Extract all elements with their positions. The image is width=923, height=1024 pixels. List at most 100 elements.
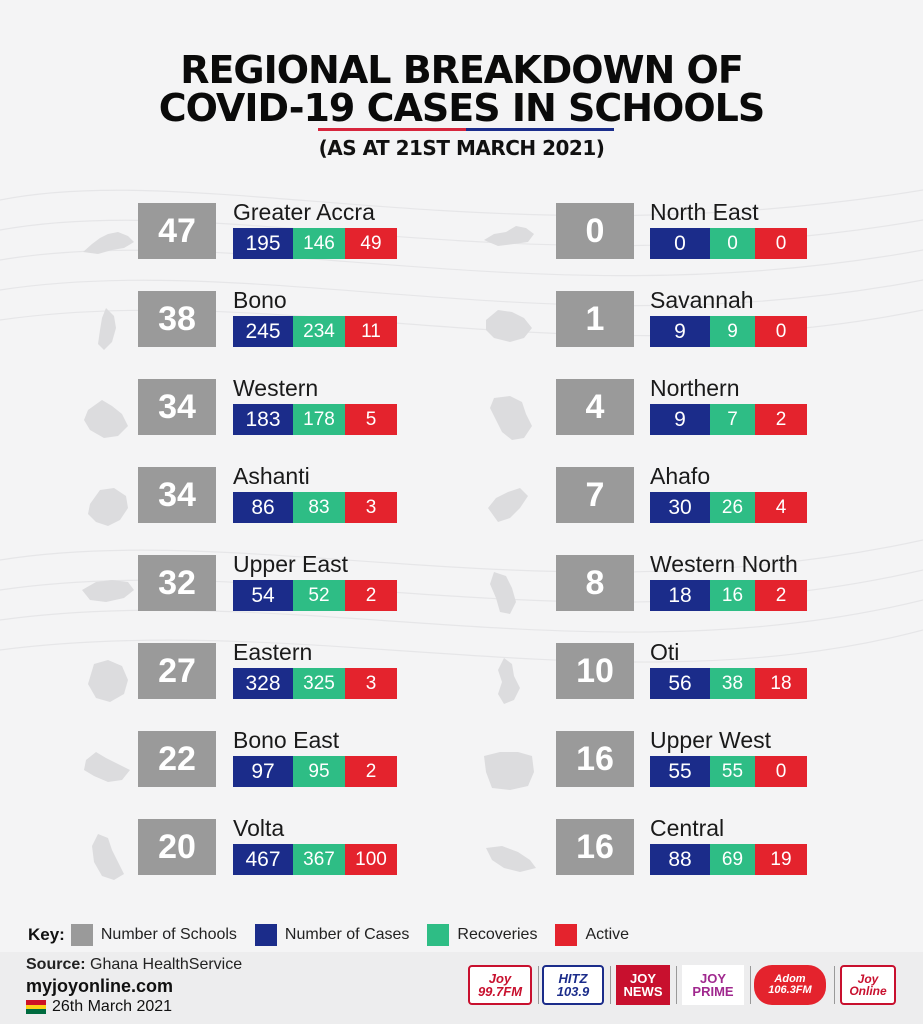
logo-joy-online-text: Joy Online [849,972,887,998]
logo-separator [750,966,751,1004]
cases-value: 18 [650,580,710,611]
region-name: Northern [650,375,740,401]
active-value: 0 [755,756,807,787]
page-subtitle: (AS AT 21ST MARCH 2021) [318,136,605,160]
schools-count: 22 [138,731,216,787]
source-value: Ghana HealthService [90,956,243,973]
active-value: 2 [345,756,397,787]
schools-count: 38 [138,291,216,347]
region-map-icon [83,232,134,254]
source-line: Source: Ghana HealthService [26,956,242,974]
region-stats: 88 69 19 [650,844,807,875]
recoveries-value: 26 [710,492,755,523]
region-name: Upper West [650,727,772,753]
recoveries-value: 325 [293,668,345,699]
recoveries-value: 69 [710,844,755,875]
region-name: Eastern [233,639,313,665]
region-stats: 54 52 2 [233,580,397,611]
region-stats: 467 367 100 [233,844,397,875]
active-value: 2 [755,404,807,435]
region-name: Volta [233,815,285,841]
active-value: 49 [345,228,397,259]
recoveries-value: 178 [293,404,345,435]
schools-count: 10 [556,643,634,699]
cases-value: 9 [650,404,710,435]
schools-count: 47 [138,203,216,259]
region-map-icon [498,658,520,704]
region-stats: 18 16 2 [650,580,807,611]
legend-text-active: Active [585,926,630,943]
active-value: 0 [755,316,807,347]
cases-value: 56 [650,668,710,699]
logo-joy-online: Joy Online [840,965,896,1005]
active-value: 3 [345,492,397,523]
schools-count: 27 [138,643,216,699]
legend-swatch-recoveries [427,924,450,946]
schools-count: 20 [138,819,216,875]
region-name: Central [650,815,725,841]
region-stats: 183 178 5 [233,404,397,435]
active-value: 2 [755,580,807,611]
schools-count: 8 [556,555,634,611]
active-value: 19 [755,844,807,875]
cases-value: 30 [650,492,710,523]
region-map-icon [92,834,124,880]
logo-adom-fm-text: Adom 106.3FM [768,973,812,996]
cases-value: 195 [233,228,293,259]
recoveries-value: 38 [710,668,755,699]
region-stats: 86 83 3 [233,492,397,523]
logo-joy-fm: Joy 99.7FM [468,965,532,1005]
active-value: 11 [345,316,397,347]
region-stats: 55 55 0 [650,756,807,787]
region-stats: 195 146 49 [233,228,397,259]
title-underline-red [318,128,466,131]
schools-count: 16 [556,731,634,787]
logo-hitz: HITZ 103.9 [542,965,604,1005]
cases-value: 9 [650,316,710,347]
region-map-icon [488,488,528,522]
region-map-icon [486,310,532,342]
logo-separator [610,966,611,1004]
recoveries-value: 55 [710,756,755,787]
legend-label: Key: [28,925,65,944]
cases-value: 0 [650,228,710,259]
region-map-icon [88,488,128,526]
cases-value: 86 [233,492,293,523]
recoveries-value: 146 [293,228,345,259]
cases-value: 328 [233,668,293,699]
schools-count: 7 [556,467,634,523]
region-name: Bono [233,287,287,313]
region-name: Western [233,375,319,401]
region-map-icon [484,752,534,790]
region-name: Oti [650,639,680,665]
page-title-line1: REGIONAL BREAKDOWN OF [180,48,744,92]
schools-count: 4 [556,379,634,435]
active-value: 18 [755,668,807,699]
recoveries-value: 83 [293,492,345,523]
region-name: Upper East [233,551,349,577]
region-stats: 245 234 11 [233,316,397,347]
logo-separator [676,966,677,1004]
cases-value: 183 [233,404,293,435]
region-map-icon [88,660,128,702]
schools-count: 34 [138,379,216,435]
recoveries-value: 367 [293,844,345,875]
cases-value: 54 [233,580,293,611]
active-value: 0 [755,228,807,259]
cases-value: 97 [233,756,293,787]
legend-swatch-cases [254,924,277,946]
active-value: 2 [345,580,397,611]
region-map-icon [484,226,534,246]
legend-swatch-schools [70,924,93,946]
source-label: Source: [26,956,86,973]
region-stats: 328 325 3 [233,668,397,699]
publish-date: 26th March 2021 [26,998,172,1016]
region-map-icon [490,572,516,614]
recoveries-value: 52 [293,580,345,611]
recoveries-value: 7 [710,404,755,435]
active-value: 4 [755,492,807,523]
recoveries-value: 0 [710,228,755,259]
region-stats: 56 38 18 [650,668,807,699]
